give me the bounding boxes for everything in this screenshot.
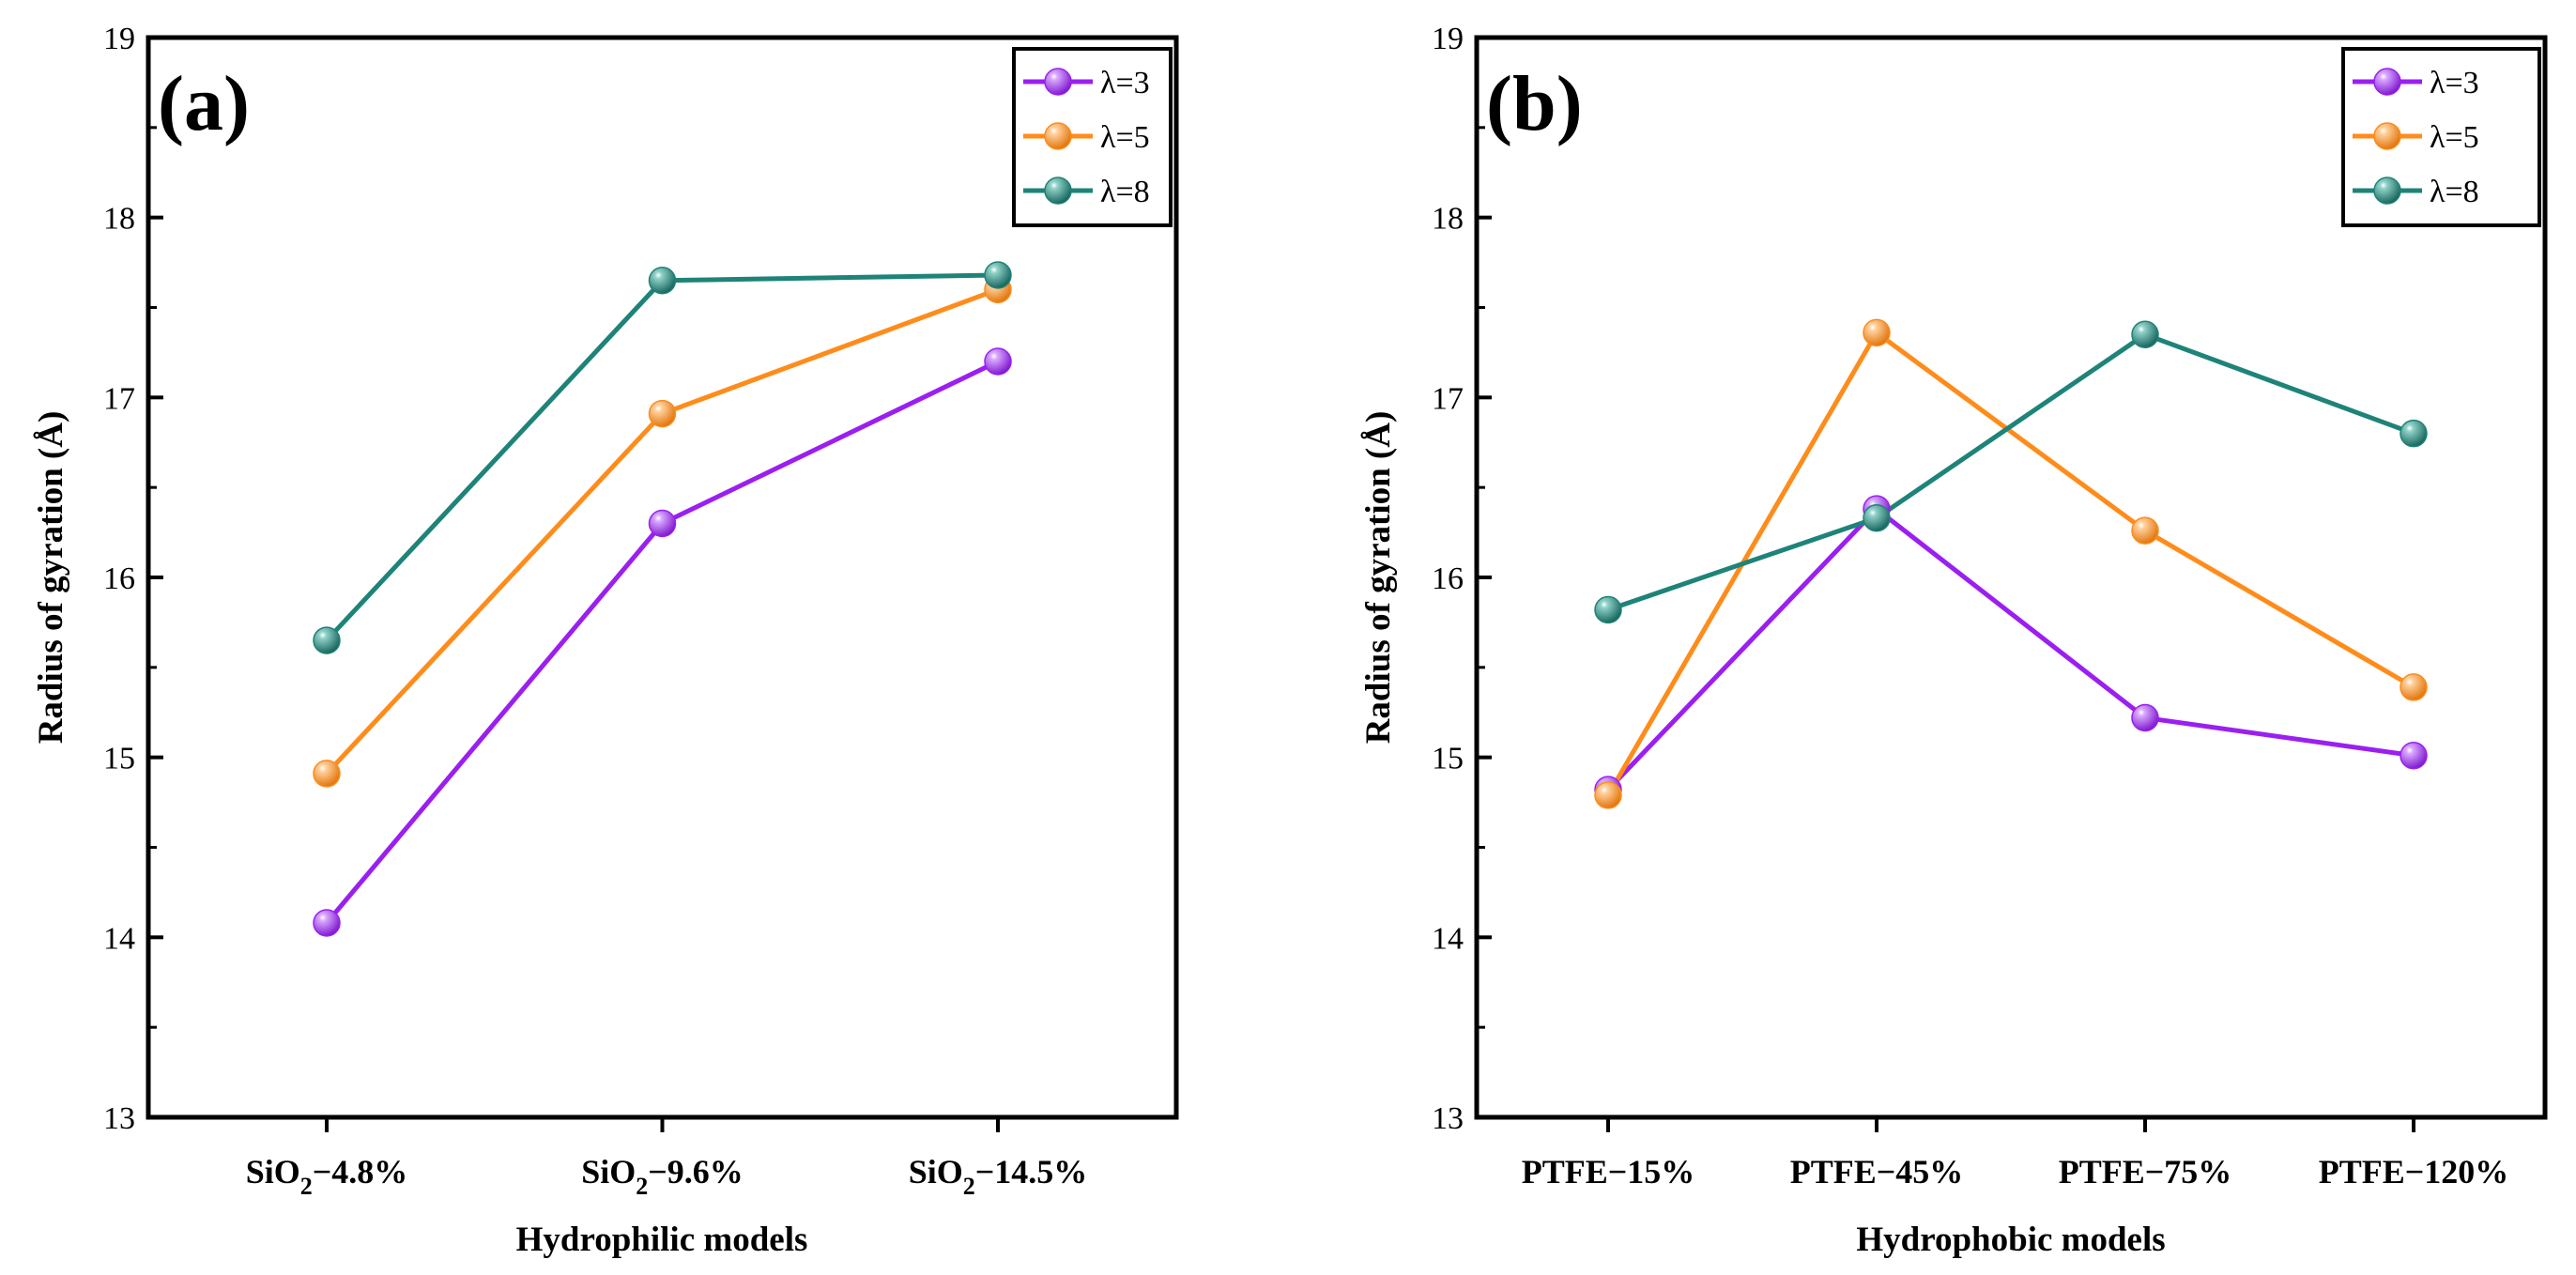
y-tick-label: 14: [103, 921, 135, 956]
y-tick-label: 18: [103, 202, 135, 237]
x-tick-label-main: SiO: [246, 1153, 300, 1191]
panel-label-a: (a): [158, 60, 250, 147]
data-point: [2400, 673, 2428, 701]
x-tick-label-main: SiO: [909, 1153, 963, 1191]
x-tick-label: PTFE−75%: [2059, 1153, 2232, 1191]
y-tick-label: 13: [103, 1101, 135, 1136]
panel-label-b: (b): [1486, 60, 1583, 147]
x-tick-label-suffix: −14.5%: [975, 1153, 1088, 1191]
y-tick-label: 19: [1432, 22, 1464, 56]
x-tick-label: PTFE−120%: [2319, 1153, 2509, 1191]
data-point: [984, 347, 1012, 376]
y-tick-label: 14: [1432, 921, 1464, 956]
x-tick-label: SiO2−14.5%: [909, 1153, 1088, 1200]
x-tick-label-main: PTFE−75%: [2059, 1153, 2232, 1191]
legend-label: λ=5: [1100, 120, 1150, 155]
data-point: [1863, 318, 1891, 347]
legend-a: λ=3 λ=5 λ=8: [1012, 47, 1173, 227]
legend-label: λ=8: [1100, 175, 1150, 209]
x-tick-label-main: SiO: [581, 1153, 636, 1191]
legend-label: λ=5: [2430, 120, 2479, 155]
legend-b: λ=3 λ=5 λ=8: [2341, 47, 2541, 227]
data-point: [1594, 595, 1622, 624]
y-tick-label: 19: [103, 22, 135, 56]
legend-swatch-marker: [1044, 122, 1072, 150]
x-tick-label-main: PTFE−45%: [1790, 1153, 1964, 1191]
y-axis-title-b: Radius of gyration (Å): [1359, 411, 1398, 745]
data-point: [313, 760, 341, 788]
y-tick-label: 17: [1432, 381, 1464, 416]
data-point: [648, 267, 677, 295]
legend-swatch-marker: [1044, 68, 1072, 96]
y-axis-title-a: Radius of gyration (Å): [32, 411, 70, 745]
legend-swatch-marker: [2373, 122, 2401, 150]
x-tick-label: PTFE−15%: [1522, 1153, 1695, 1191]
x-tick-label: PTFE−45%: [1790, 1153, 1964, 1191]
y-tick-label: 16: [103, 561, 135, 596]
data-point: [2131, 320, 2159, 348]
y-tick-label: 13: [1432, 1101, 1464, 1136]
data-point: [2400, 419, 2428, 448]
legend-label: λ=8: [2430, 175, 2479, 209]
x-tick-label: SiO2−4.8%: [246, 1153, 408, 1200]
data-point: [2400, 742, 2428, 770]
y-tick-label: 18: [1432, 202, 1464, 237]
x-tick-label-subscript: 2: [963, 1173, 975, 1200]
data-point: [2131, 516, 2159, 545]
series-line-2: [1605, 330, 2415, 797]
series-line-3: [325, 272, 999, 642]
data-point: [1594, 781, 1622, 809]
x-axis-title-a: Hydrophilic models: [516, 1221, 808, 1259]
x-tick-label-suffix: −4.8%: [313, 1153, 408, 1191]
legend-swatch-marker: [1044, 177, 1072, 205]
data-point: [984, 261, 1012, 289]
data-point: [648, 509, 677, 538]
series-line-1: [1606, 506, 2415, 791]
data-point: [313, 909, 341, 937]
legend-label: λ=3: [1100, 66, 1150, 100]
y-tick-label: 16: [1432, 561, 1464, 596]
series-line-1: [325, 359, 1000, 925]
data-point: [313, 626, 341, 654]
data-point: [1863, 504, 1891, 532]
x-tick-label-main: PTFE−15%: [1522, 1153, 1695, 1191]
series-line-3: [1607, 331, 2415, 612]
x-tick-label-subscript: 2: [300, 1173, 313, 1200]
x-tick-label-subscript: 2: [636, 1173, 648, 1200]
x-tick-label: SiO2−9.6%: [581, 1153, 744, 1200]
legend-label: λ=3: [2430, 66, 2479, 100]
data-point: [648, 399, 677, 428]
x-tick-label-main: PTFE−120%: [2319, 1153, 2509, 1191]
legend-swatch-marker: [2373, 177, 2401, 205]
legend-swatch-marker: [2373, 68, 2401, 96]
y-tick-label: 15: [1432, 742, 1464, 776]
y-tick-label: 17: [103, 381, 135, 416]
chart-panel-b: 13 14 15 16 17 18 19 PTFE−15% PTFE−45% PTFE−75% PT…: [1359, 22, 2548, 1259]
data-point: [2131, 703, 2159, 732]
x-tick-label-suffix: −9.6%: [648, 1153, 744, 1191]
x-axis-title-b: Hydrophobic models: [1856, 1221, 2165, 1259]
y-tick-label: 15: [103, 742, 135, 776]
